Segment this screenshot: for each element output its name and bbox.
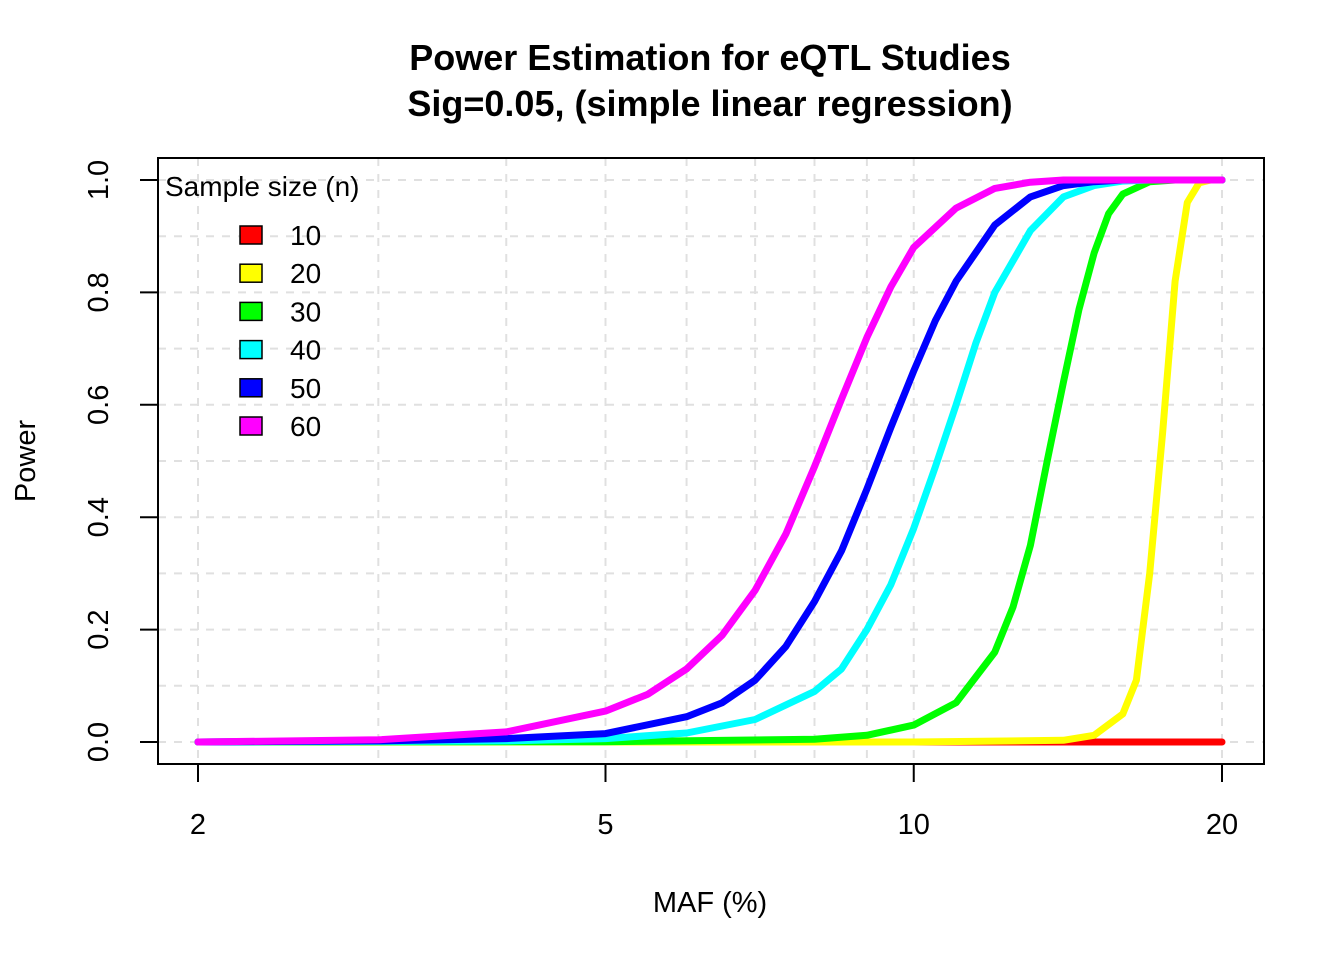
y-tick-label: 0.6 (83, 385, 115, 425)
legend-label: 60 (290, 411, 321, 442)
y-tick-label: 0.0 (83, 722, 115, 762)
legend-swatch (239, 416, 263, 436)
legend-title: Sample size (n) (165, 171, 360, 202)
legend-label: 30 (290, 296, 321, 327)
series-lines (194, 176, 1226, 746)
x-tick-label: 5 (597, 809, 613, 841)
y-axis: 0.0 0.2 0.4 0.6 0.8 1.0 (83, 160, 159, 762)
legend-label: 40 (290, 335, 321, 366)
series-line-n30 (194, 176, 1226, 746)
y-tick-label: 0.4 (83, 497, 115, 537)
legend-swatch (239, 263, 263, 283)
chart-title: Power Estimation for eQTL Studies (409, 37, 1010, 78)
x-axis-label: MAF (%) (653, 887, 767, 919)
legend-swatch (239, 339, 263, 360)
x-tick-label: 10 (898, 809, 930, 841)
legend: Sample size (n) 10 20 30 40 50 60 (165, 171, 360, 442)
x-axis: 2 5 10 20 (190, 763, 1238, 841)
y-tick-label: 0.2 (83, 609, 115, 649)
legend-swatch (239, 301, 263, 322)
legend-swatch (239, 225, 263, 245)
chart-subtitle: Sig=0.05, (simple linear regression) (407, 83, 1012, 124)
x-tick-label: 20 (1206, 809, 1238, 841)
legend-label: 50 (290, 373, 321, 404)
y-tick-label: 0.8 (83, 272, 115, 312)
legend-swatch (239, 378, 263, 398)
x-tick-label: 2 (190, 809, 206, 841)
legend-label: 10 (290, 220, 321, 251)
y-tick-label: 1.0 (83, 160, 115, 200)
grid-lines (158, 158, 1264, 764)
series-line-n60 (194, 176, 1226, 746)
y-axis-label: Power (10, 420, 42, 503)
legend-label: 20 (290, 258, 321, 289)
